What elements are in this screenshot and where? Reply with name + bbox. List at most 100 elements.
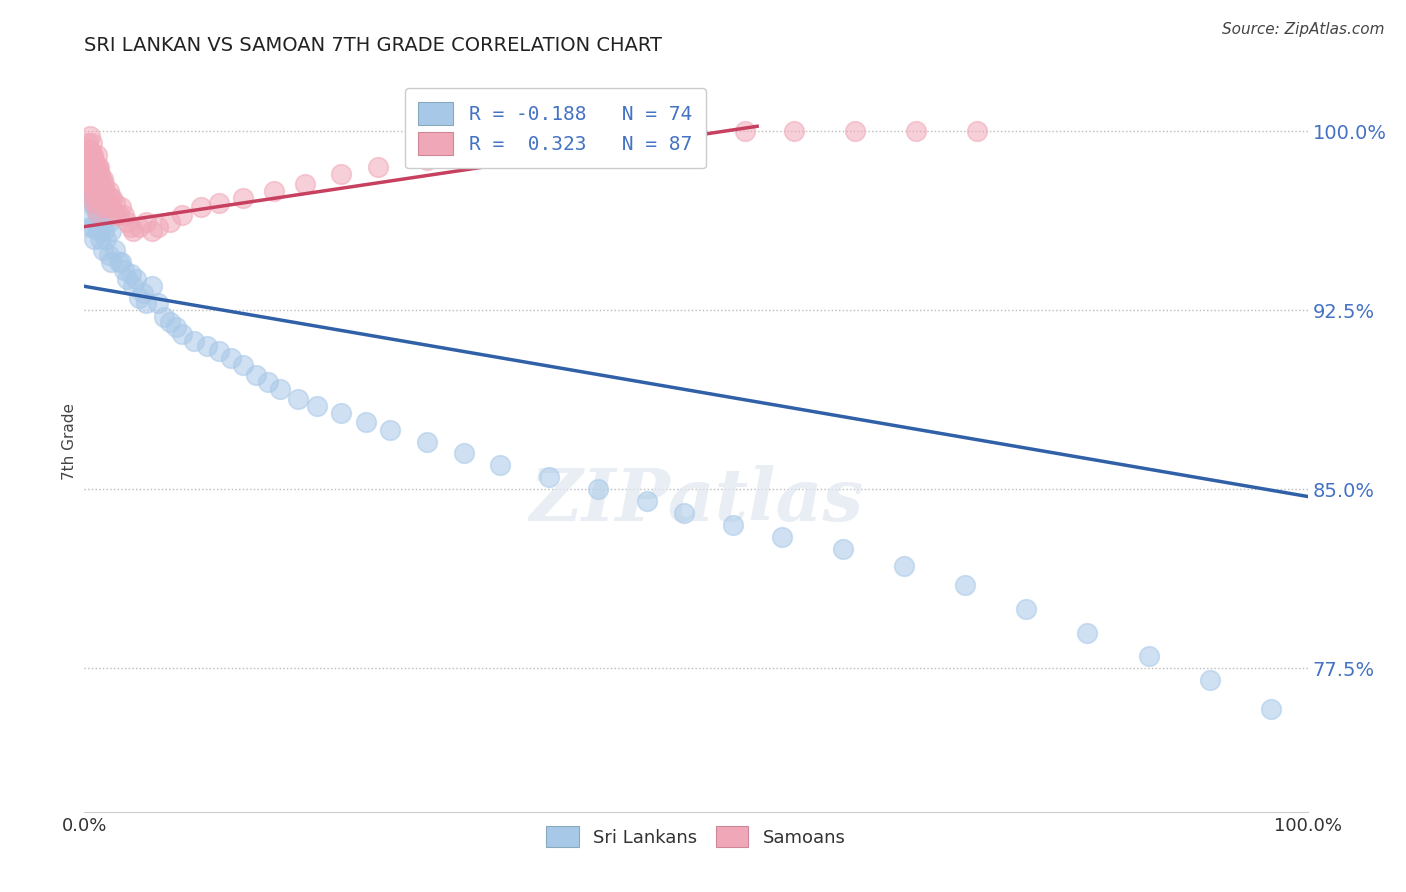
Point [1198, 673, 1220, 688]
Point [77, 143, 100, 157]
Point [77, 177, 100, 191]
Point [453, 446, 475, 460]
Point [80, 177, 103, 191]
Point [721, 518, 744, 533]
Point [367, 160, 389, 174]
Point [76, 167, 98, 181]
Point [110, 255, 132, 269]
Point [83, 231, 105, 245]
Point [80, 148, 103, 162]
Point [87, 160, 110, 174]
Point [287, 392, 309, 406]
Point [120, 219, 142, 234]
Point [172, 208, 194, 222]
Point [96, 231, 118, 245]
Point [195, 339, 218, 353]
Point [86, 195, 108, 210]
Point [87, 186, 110, 201]
Point [91, 244, 114, 258]
Point [112, 208, 135, 222]
Point [107, 255, 129, 269]
Point [90, 201, 112, 215]
Point [79, 160, 101, 174]
Text: SRI LANKAN VS SAMOAN 7TH GRADE CORRELATION CHART: SRI LANKAN VS SAMOAN 7TH GRADE CORRELATI… [84, 36, 662, 54]
Point [141, 279, 163, 293]
Point [132, 286, 155, 301]
Point [91, 171, 114, 186]
Point [97, 248, 120, 262]
Text: ZIPatlas: ZIPatlas [529, 466, 863, 536]
Point [77, 171, 100, 186]
Point [89, 167, 111, 181]
Point [101, 191, 124, 205]
Point [83, 153, 105, 167]
Point [159, 215, 181, 229]
Point [87, 160, 110, 174]
Point [93, 224, 115, 238]
Point [245, 368, 267, 382]
Point [84, 160, 107, 174]
Point [893, 558, 915, 573]
Point [966, 124, 988, 138]
Point [79, 128, 101, 143]
Point [734, 124, 756, 138]
Point [93, 177, 115, 191]
Point [82, 195, 104, 210]
Point [672, 506, 695, 520]
Point [172, 327, 194, 342]
Point [100, 201, 122, 215]
Point [1015, 601, 1038, 615]
Point [87, 184, 110, 198]
Point [844, 124, 866, 138]
Point [219, 351, 242, 365]
Point [93, 191, 115, 205]
Point [232, 358, 254, 372]
Point [80, 162, 103, 177]
Point [141, 224, 163, 238]
Point [305, 399, 328, 413]
Point [83, 195, 105, 210]
Point [831, 541, 853, 556]
Point [513, 143, 536, 157]
Point [263, 184, 285, 198]
Point [624, 128, 647, 143]
Point [115, 272, 138, 286]
Point [90, 171, 112, 186]
Point [86, 162, 108, 177]
Point [80, 208, 103, 222]
Point [107, 208, 129, 222]
Point [105, 208, 128, 222]
Point [77, 177, 100, 191]
Point [87, 177, 110, 191]
Point [86, 148, 108, 162]
Point [380, 423, 402, 437]
Point [257, 375, 280, 389]
Point [84, 191, 107, 205]
Point [232, 191, 254, 205]
Point [586, 483, 609, 497]
Point [82, 177, 104, 191]
Point [77, 160, 100, 174]
Point [562, 136, 585, 150]
Point [146, 296, 169, 310]
Point [79, 184, 101, 198]
Point [76, 148, 98, 162]
Point [94, 184, 117, 198]
Point [97, 184, 120, 198]
Point [128, 219, 150, 234]
Point [104, 244, 127, 258]
Point [489, 458, 512, 473]
Point [86, 219, 108, 234]
Point [77, 136, 100, 150]
Point [82, 148, 104, 162]
Point [82, 219, 104, 234]
Point [636, 494, 658, 508]
Point [208, 343, 231, 358]
Point [135, 215, 157, 229]
Point [86, 205, 108, 219]
Point [97, 195, 120, 210]
Point [330, 167, 353, 181]
Point [122, 224, 145, 238]
Point [100, 224, 122, 238]
Point [80, 191, 103, 205]
